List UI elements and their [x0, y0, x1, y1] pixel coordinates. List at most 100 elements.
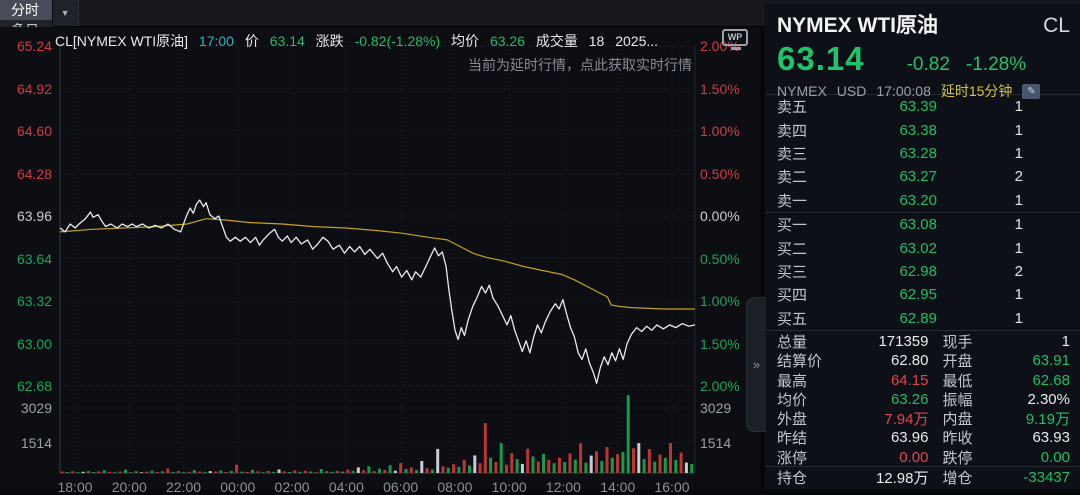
level-price[interactable]: 62.98: [899, 262, 937, 280]
price-axis-label: 64.60: [16, 123, 52, 139]
stat-row: 总量 171359 现手 1: [777, 331, 1070, 351]
avg-label: 均价: [451, 33, 480, 49]
change-label: 涨跌: [315, 33, 344, 49]
level-price[interactable]: 63.02: [899, 239, 937, 257]
level-price[interactable]: 63.08: [899, 216, 937, 234]
level-label: 买五: [777, 310, 808, 328]
wp-monitor-icon[interactable]: WP: [722, 29, 750, 53]
stat-value: 12.98万: [875, 470, 929, 488]
stat-value: 63.26: [890, 390, 929, 408]
timeframe-dropdown-caret-icon[interactable]: ▼: [52, 0, 79, 26]
stat-label: 内盘: [942, 411, 973, 429]
buy-levels: 买一 63.08 1 买二 63.02 1 买三 62.98 2 买四 62.9…: [765, 213, 1080, 330]
level-quantity: 1: [1014, 286, 1023, 304]
level-quantity: 1: [1014, 309, 1023, 327]
edit-pencil-icon[interactable]: ✎: [1022, 83, 1041, 99]
level-quantity: 1: [1014, 216, 1023, 234]
level-price[interactable]: 63.28: [899, 144, 937, 162]
delayed-quote-notice-link[interactable]: 当前为延时行情，点此获取实时行情: [468, 57, 692, 73]
time-axis-label: 22:00: [166, 479, 202, 495]
stat-value: 171359: [878, 332, 929, 350]
price-axis-label: 3029: [20, 400, 52, 416]
currency-code: USD: [836, 83, 867, 99]
time-axis-label: 02:00: [274, 479, 310, 495]
percent-axis-label: 1.50%: [700, 335, 740, 352]
panel-collapse-handle[interactable]: »: [746, 297, 766, 432]
bid-row-买二[interactable]: 买二 63.02 1: [765, 236, 1080, 259]
percent-axis-label: 0.50%: [700, 250, 740, 267]
price-axis-label: 63.96: [16, 208, 52, 224]
bid-row-买五[interactable]: 买五 62.89 1: [765, 307, 1080, 330]
level-label: 卖一: [777, 192, 808, 210]
stat-label: 结算价: [777, 353, 823, 371]
stat-row: 最高 64.15 最低 62.68: [777, 370, 1070, 390]
time-axis-label: 06:00: [383, 479, 419, 495]
time-axis-label: 16:00: [654, 479, 690, 495]
level-label: 卖二: [777, 169, 808, 187]
stat-label: 涨停: [777, 449, 808, 467]
stat-label: 最低: [942, 372, 973, 390]
percent-axis-label: 1.50%: [700, 80, 740, 97]
open-interest-row: 持仓 12.98万 增仓 -33437: [765, 467, 1080, 489]
level-quantity: 1: [1014, 239, 1023, 257]
chart-header-line: CL[NYMEX WTI原油] 17:00 价 63.14 涨跌 -0.82(-…: [55, 31, 665, 51]
price-axis-label: 63.00: [16, 335, 52, 352]
time-axis-label: 04:00: [328, 479, 364, 495]
bid-row-买一[interactable]: 买一 63.08 1: [765, 213, 1080, 236]
ask-row-卖四[interactable]: 卖四 63.38 1: [765, 118, 1080, 141]
level-price[interactable]: 63.27: [899, 168, 937, 186]
level-label: 买一: [777, 217, 808, 235]
exchange-name: NYMEX: [777, 83, 827, 99]
level-label: 卖五: [777, 99, 808, 117]
price-axis-label: 63.64: [16, 250, 52, 267]
stat-label: 增仓: [942, 470, 973, 488]
quote-header: NYMEX WTI原油 CL 63.14 -0.82 -1.28% NYMEX …: [765, 4, 1080, 99]
date-value: 2025...: [615, 33, 659, 49]
order-book: 卖五 63.39 1 卖四 63.38 1 卖三 63.28 1 卖二 63.2…: [765, 95, 1080, 331]
stat-value: -33437: [1023, 469, 1070, 487]
stat-value: 2.30%: [1027, 390, 1070, 408]
stat-row: 均价 63.26 振幅 2.30%: [777, 389, 1070, 409]
intraday-chart[interactable]: CL[NYMEX WTI原油] 17:00 价 63.14 涨跌 -0.82(-…: [0, 27, 760, 495]
stat-value: 64.15: [890, 371, 929, 389]
ask-row-卖二[interactable]: 卖二 63.27 2: [765, 165, 1080, 188]
chart-canvas[interactable]: [0, 27, 760, 489]
time-axis-label: 10:00: [491, 479, 527, 495]
stat-value: 0.00: [1040, 448, 1070, 466]
sell-levels: 卖五 63.39 1 卖四 63.38 1 卖三 63.28 1 卖二 63.2…: [765, 95, 1080, 213]
level-quantity: 1: [1014, 191, 1023, 209]
level-price[interactable]: 63.38: [899, 121, 937, 139]
tab-分时[interactable]: 分时: [0, 0, 53, 20]
ask-row-卖五[interactable]: 卖五 63.39 1: [765, 95, 1080, 118]
time-axis-label: 08:00: [437, 479, 473, 495]
instrument-code: CL: [1043, 14, 1070, 37]
quote-timestamp: 17:00:08: [876, 83, 931, 99]
stat-row: 结算价 62.80 开盘 63.91: [777, 350, 1070, 371]
timeframe-tabs: 分时多日1分5分15分30分60分: [0, 0, 53, 140]
ask-row-卖一[interactable]: 卖一 63.20 1: [765, 189, 1080, 212]
stat-row: 涨停 0.00 跌停 0.00: [777, 447, 1070, 467]
price-axis-label: 1514: [20, 435, 52, 451]
avg-value: 63.26: [489, 33, 525, 49]
stat-value: 7.94万: [884, 411, 929, 429]
stat-label: 振幅: [942, 391, 973, 409]
time-axis-label: 18:00: [57, 479, 93, 495]
level-label: 买三: [777, 263, 808, 281]
level-label: 卖三: [777, 145, 808, 163]
stat-value: 0.00: [899, 448, 929, 466]
percent-axis-label: 1.00%: [700, 293, 740, 309]
stat-label: 开盘: [942, 353, 973, 371]
chart-symbol: CL[NYMEX WTI原油]: [55, 33, 189, 49]
level-price[interactable]: 62.95: [899, 286, 937, 304]
bid-row-买三[interactable]: 买三 62.98 2: [765, 260, 1080, 283]
level-price[interactable]: 63.20: [899, 191, 937, 209]
stat-row: 外盘 7.94万 内盘 9.19万: [777, 408, 1070, 429]
level-price[interactable]: 63.39: [899, 98, 937, 116]
stat-label: 跌停: [942, 449, 973, 467]
stat-label: 外盘: [777, 411, 808, 429]
level-label: 卖四: [777, 122, 808, 140]
stat-label: 昨收: [942, 430, 973, 448]
ask-row-卖三[interactable]: 卖三 63.28 1: [765, 142, 1080, 165]
bid-row-买四[interactable]: 买四 62.95 1: [765, 283, 1080, 306]
level-price[interactable]: 62.89: [899, 309, 937, 327]
